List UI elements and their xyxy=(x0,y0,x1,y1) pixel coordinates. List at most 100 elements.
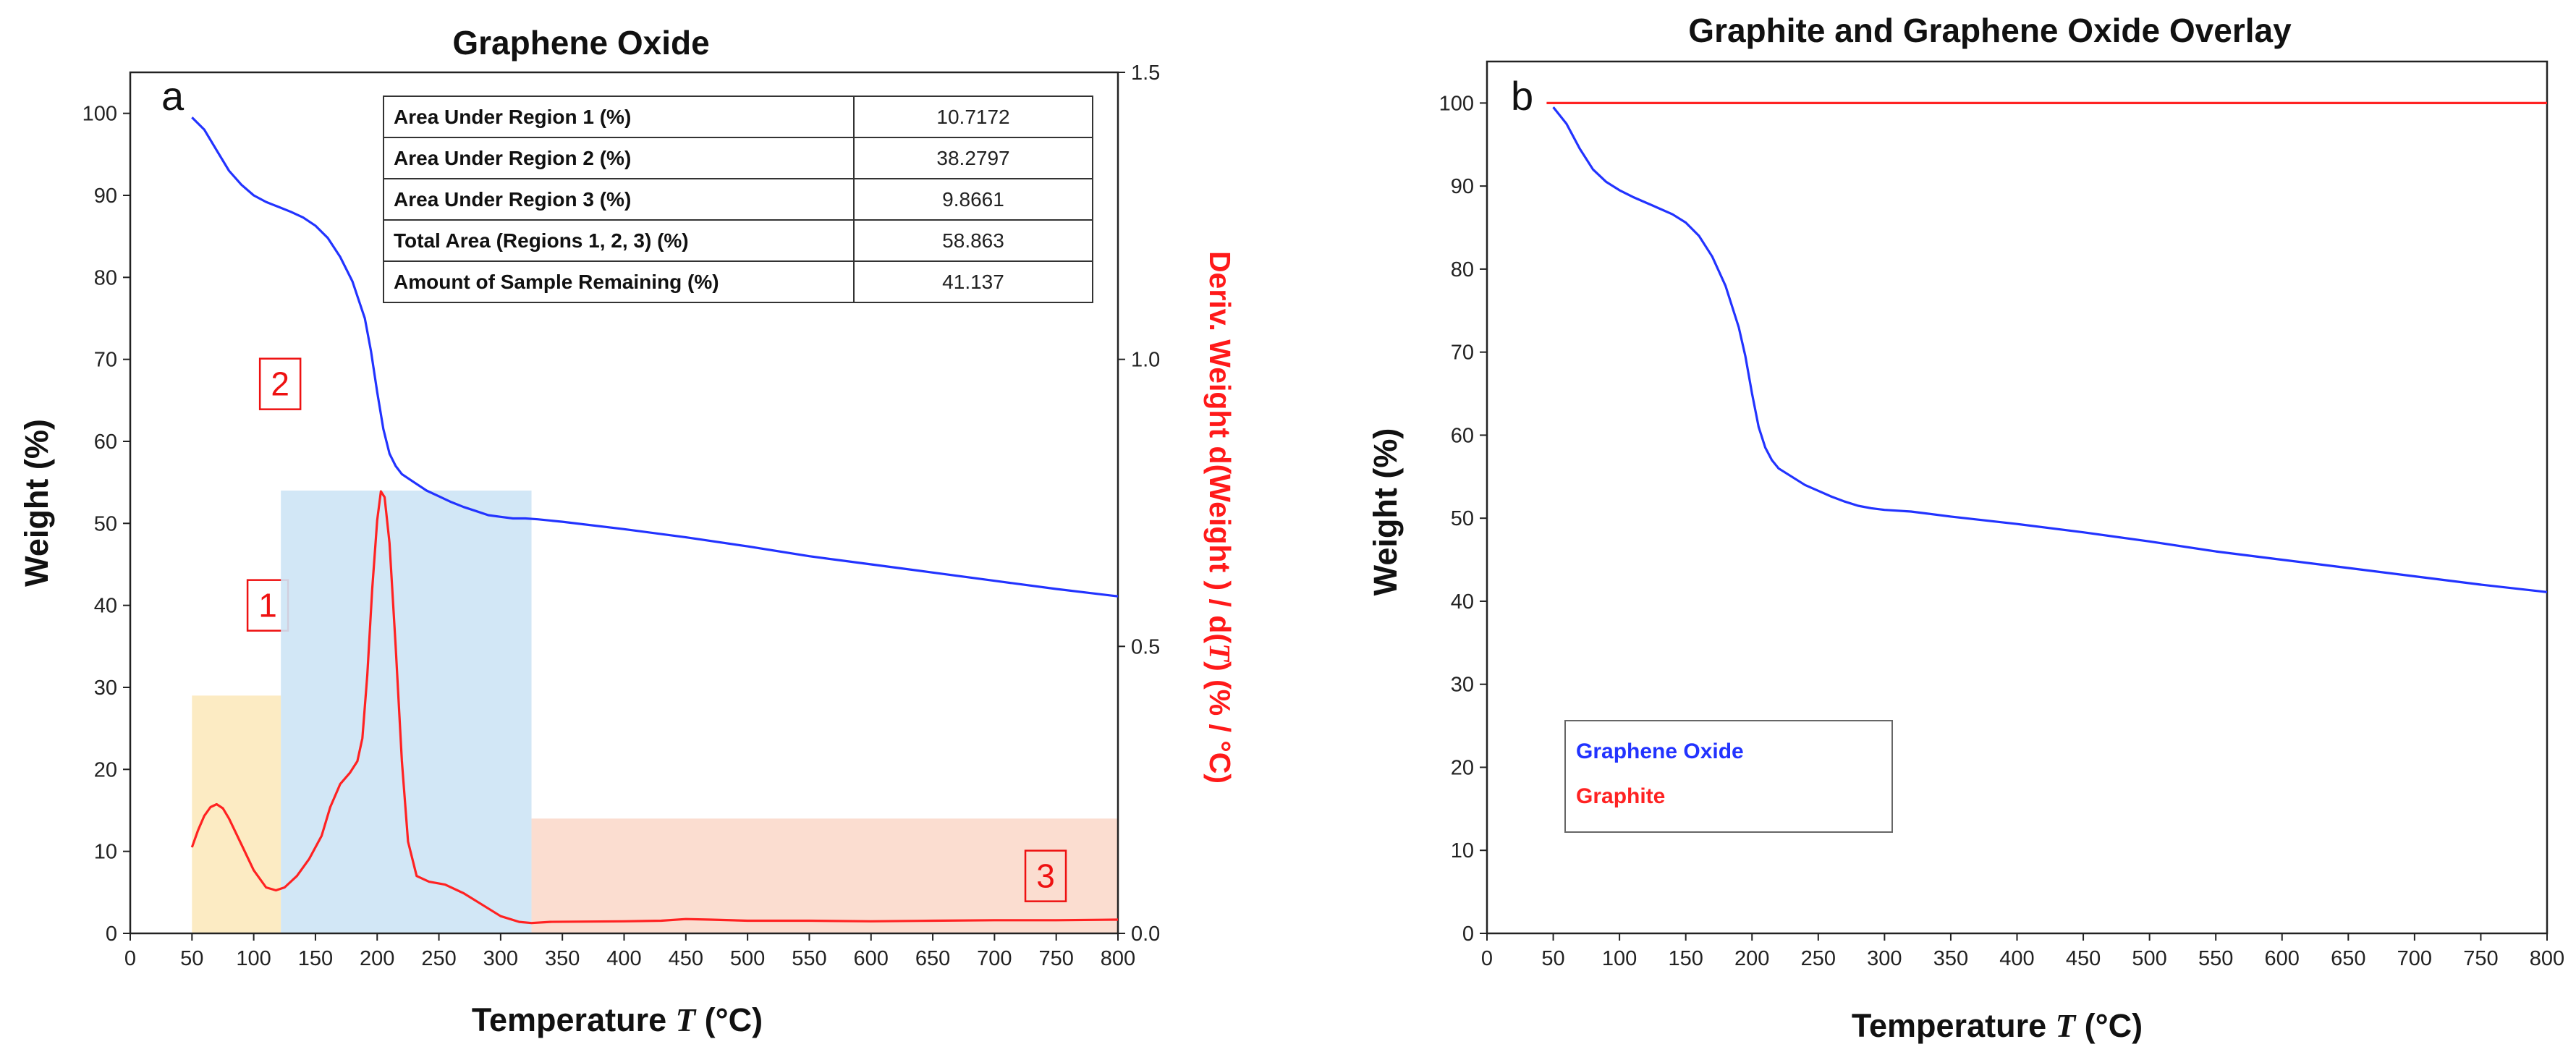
legend-entry-graphene-oxide: Graphene Oxide xyxy=(1576,739,1744,763)
panel-b-y-tick-label: 0 xyxy=(1462,923,1474,946)
panel-a-x-tick-label: 700 xyxy=(977,947,1012,970)
table-row-label: Amount of Sample Remaining (%) xyxy=(394,271,719,293)
panel-b-y-tick-label: 30 xyxy=(1451,674,1474,697)
region-1-label: 1 xyxy=(258,587,277,624)
region-3-label-box xyxy=(1024,849,1067,902)
panel-a-y-tick-label: 0 xyxy=(106,923,117,946)
region-2-label: 2 xyxy=(271,365,289,403)
panel-a-y2-tick-label: 0.0 xyxy=(1131,923,1160,946)
panel-a-x-tick-label: 650 xyxy=(915,947,950,970)
panel-b-y-tick-label: 80 xyxy=(1451,258,1474,281)
panel-b-x-tick-label: 550 xyxy=(2198,947,2233,970)
panel-b-x-tick-label: 800 xyxy=(2530,947,2564,970)
legend-entry-graphite: Graphite xyxy=(1576,784,1665,808)
panel-b-series xyxy=(1546,101,2548,593)
panel-a-title: Graphene Oxide xyxy=(452,24,709,62)
panel-b-x-tick-label: 200 xyxy=(1734,947,1769,970)
panel-b-y-tick-label: 10 xyxy=(1451,839,1474,862)
panel-b-x-tick-label: 700 xyxy=(2397,947,2432,970)
panel-a-x-label-prefix: Temperature xyxy=(472,1001,666,1038)
panel-b-y-tick-label: 50 xyxy=(1451,507,1474,530)
panel-b-y-tick-label: 60 xyxy=(1451,424,1474,447)
panel-a-x-tick-label: 600 xyxy=(854,947,889,970)
table-row-value: 41.137 xyxy=(942,271,1004,293)
panel-b-x-tick-label: 650 xyxy=(2331,947,2365,970)
panel-a-x-tick-label: 550 xyxy=(792,947,826,970)
panel-b-y-tick-label: 40 xyxy=(1451,590,1474,614)
panel-b-x-tick-label: 0 xyxy=(1481,947,1493,970)
panel-a-y-tick-label: 40 xyxy=(94,595,117,618)
panel-b-x-tick-label: 600 xyxy=(2265,947,2300,970)
panel-a-x-tick-label: 250 xyxy=(421,947,456,970)
panel-b-axes: 0 50 100 150 200 250 300 350 400 450 500 550 600 650 7… xyxy=(1439,60,2564,970)
table-row-label: Area Under Region 2 (%) xyxy=(394,147,631,169)
table-row-label: Area Under Region 3 (%) xyxy=(394,188,631,211)
panel-b-y-tick-label: 90 xyxy=(1451,175,1474,198)
region-2-shade xyxy=(281,491,532,933)
panel-a-chart: Graphene Oxide 123 0 50 100 150 200 250 300 350… xyxy=(18,24,1237,1038)
panel-a-x-tick-label: 300 xyxy=(483,947,518,970)
deriv-weight-curve xyxy=(190,490,1119,925)
panel-a-y-tick-label: 70 xyxy=(94,349,117,372)
panel-b-x-tick-label: 500 xyxy=(2132,947,2166,970)
panel-a-y2-label-part-1: Deriv. Weight d(Weight ) / d( xyxy=(1203,251,1237,643)
panel-b-x-tick-label: 400 xyxy=(1999,947,2034,970)
panel-a-y-tick-label: 50 xyxy=(94,512,117,535)
panel-b-x-label-prefix: Temperature xyxy=(1852,1007,2046,1044)
graphene-oxide-curve xyxy=(1552,106,2548,593)
panel-b-label: b xyxy=(1511,73,1533,119)
panel-b-x-tick-label: 300 xyxy=(1867,947,1902,970)
panel-a-y-axis-label: Weight (%) xyxy=(18,419,55,587)
panel-b-x-tick-label: 450 xyxy=(2066,947,2101,970)
region-2-label-box xyxy=(258,357,302,410)
panel-a-x-tick-label: 100 xyxy=(236,947,271,970)
panel-b-x-tick-label: 150 xyxy=(1668,947,1703,970)
panel-b-x-axis-label: Temperature T (°C) xyxy=(1852,1007,2143,1044)
panel-a-axes: 0 50 100 150 200 250 300 350 400 450 500 550 600 650 7… xyxy=(82,62,1161,970)
panel-a-regions: 1 2 3 xyxy=(192,357,1118,933)
panel-a-y-tick-label: 90 xyxy=(94,185,117,208)
panel-a-series xyxy=(190,116,1119,925)
region-3-shade xyxy=(531,818,1118,933)
panel-a-label: a xyxy=(161,73,185,119)
panel-a-y2-tick-label: 1.0 xyxy=(1131,349,1160,372)
panel-b-x-tick-label: 100 xyxy=(1602,947,1637,970)
table-row-label: Total Area (Regions 1, 2, 3) (%) xyxy=(394,229,689,252)
panel-a-y2-tick-label: 1.5 xyxy=(1131,62,1160,85)
legend-box xyxy=(1564,720,1893,833)
panel-a-y-tick-label: 80 xyxy=(94,266,117,289)
region-3-label: 3 xyxy=(1036,857,1055,895)
panel-a-y2-axis-label: Deriv. Weight d(Weight ) / d(T) (% / °C) xyxy=(1203,251,1237,784)
panel-b-x-tick-label: 750 xyxy=(2463,947,2498,970)
region-1-shade xyxy=(192,695,281,933)
panel-a-x-tick-label: 400 xyxy=(606,947,641,970)
panel-b-y-tick-label: 100 xyxy=(1439,92,1474,115)
panel-b-x-label-suffix: (°C) xyxy=(2085,1007,2143,1044)
panel-a-x-label-suffix: (°C) xyxy=(705,1001,763,1038)
table-row-value: 10.7172 xyxy=(936,106,1009,128)
panel-b-legend: Graphene Oxide Graphite xyxy=(1564,720,1893,833)
panel-b-title: Graphite and Graphene Oxide Overlay xyxy=(1688,12,2292,49)
panel-b-x-label-symbol: T xyxy=(2056,1008,2077,1044)
table-row-label: Area Under Region 1 (%) xyxy=(394,106,631,128)
panel-b-y-tick-label: 70 xyxy=(1451,342,1474,365)
panel-a-x-tick-label: 50 xyxy=(180,947,203,970)
panel-a-x-tick-label: 200 xyxy=(360,947,394,970)
panel-a-x-tick-label: 450 xyxy=(669,947,703,970)
panel-a-y-tick-label: 30 xyxy=(94,677,117,700)
table-row-value: 58.863 xyxy=(942,229,1004,252)
panel-a-x-tick-label: 750 xyxy=(1038,947,1073,970)
panel-a-x-tick-label: 800 xyxy=(1101,947,1135,970)
panel-a-y-tick-label: 60 xyxy=(94,431,117,454)
panel-b-x-tick-label: 50 xyxy=(1541,947,1564,970)
panel-b-x-tick-label: 250 xyxy=(1801,947,1836,970)
panel-a-x-tick-label: 0 xyxy=(124,947,136,970)
panel-a-y2-tick-label: 0.5 xyxy=(1131,635,1160,658)
panel-b-chart: Graphite and Graphene Oxide Overlay 0 50 1… xyxy=(1367,12,2564,1044)
panel-b-x-tick-label: 350 xyxy=(1933,947,1968,970)
table-row-value: 38.2797 xyxy=(936,147,1009,169)
panel-a-x-tick-label: 500 xyxy=(730,947,765,970)
weight-curve xyxy=(191,116,1119,598)
panel-a-y2-label-part-3: ) (% / °C) xyxy=(1203,661,1237,784)
panel-a-x-axis-label: Temperature T (°C) xyxy=(472,1001,763,1038)
